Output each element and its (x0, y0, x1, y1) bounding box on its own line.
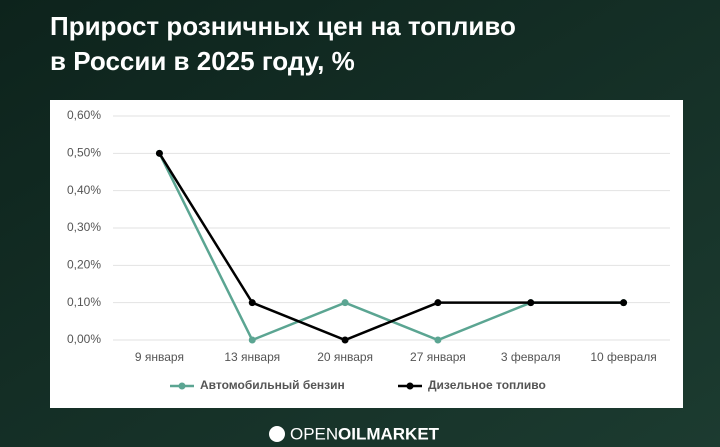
point (434, 336, 442, 344)
x-tick-label: 9 января (135, 350, 184, 364)
y-tick-label: 0,00% (67, 332, 101, 346)
x-tick-label: 10 февраля (590, 350, 656, 364)
y-tick-label: 0,10% (67, 295, 101, 309)
brand-name: OILMARKET (338, 424, 440, 443)
x-tick-label: 20 января (317, 350, 373, 364)
y-tick-label: 0,50% (67, 146, 101, 160)
x-tick-label: 3 февраля (501, 350, 561, 364)
y-tick-label: 0,40% (67, 183, 101, 197)
chart-title: в России в 2025 году, % (50, 46, 355, 76)
brand-name: OPEN (290, 424, 338, 443)
point (341, 336, 349, 344)
legend-label: Автомобильный бензин (200, 378, 345, 392)
point (527, 299, 535, 307)
legend-marker (406, 382, 414, 390)
brand-logo (269, 426, 285, 442)
x-tick-label: 13 января (224, 350, 280, 364)
point (434, 299, 442, 307)
point (155, 149, 163, 157)
point (248, 336, 256, 344)
point (341, 299, 349, 307)
series-line (158, 152, 624, 342)
point (248, 299, 256, 307)
legend-marker (178, 382, 186, 390)
point (620, 299, 628, 307)
y-tick-label: 0,60% (67, 108, 101, 122)
legend-label: Дизельное топливо (428, 378, 546, 392)
x-tick-label: 27 января (410, 350, 466, 364)
chart-panel (50, 100, 683, 408)
y-tick-label: 0,20% (67, 258, 101, 272)
chart-title: Прирост розничных цен на топливо (50, 11, 516, 41)
y-tick-label: 0,30% (67, 220, 101, 234)
